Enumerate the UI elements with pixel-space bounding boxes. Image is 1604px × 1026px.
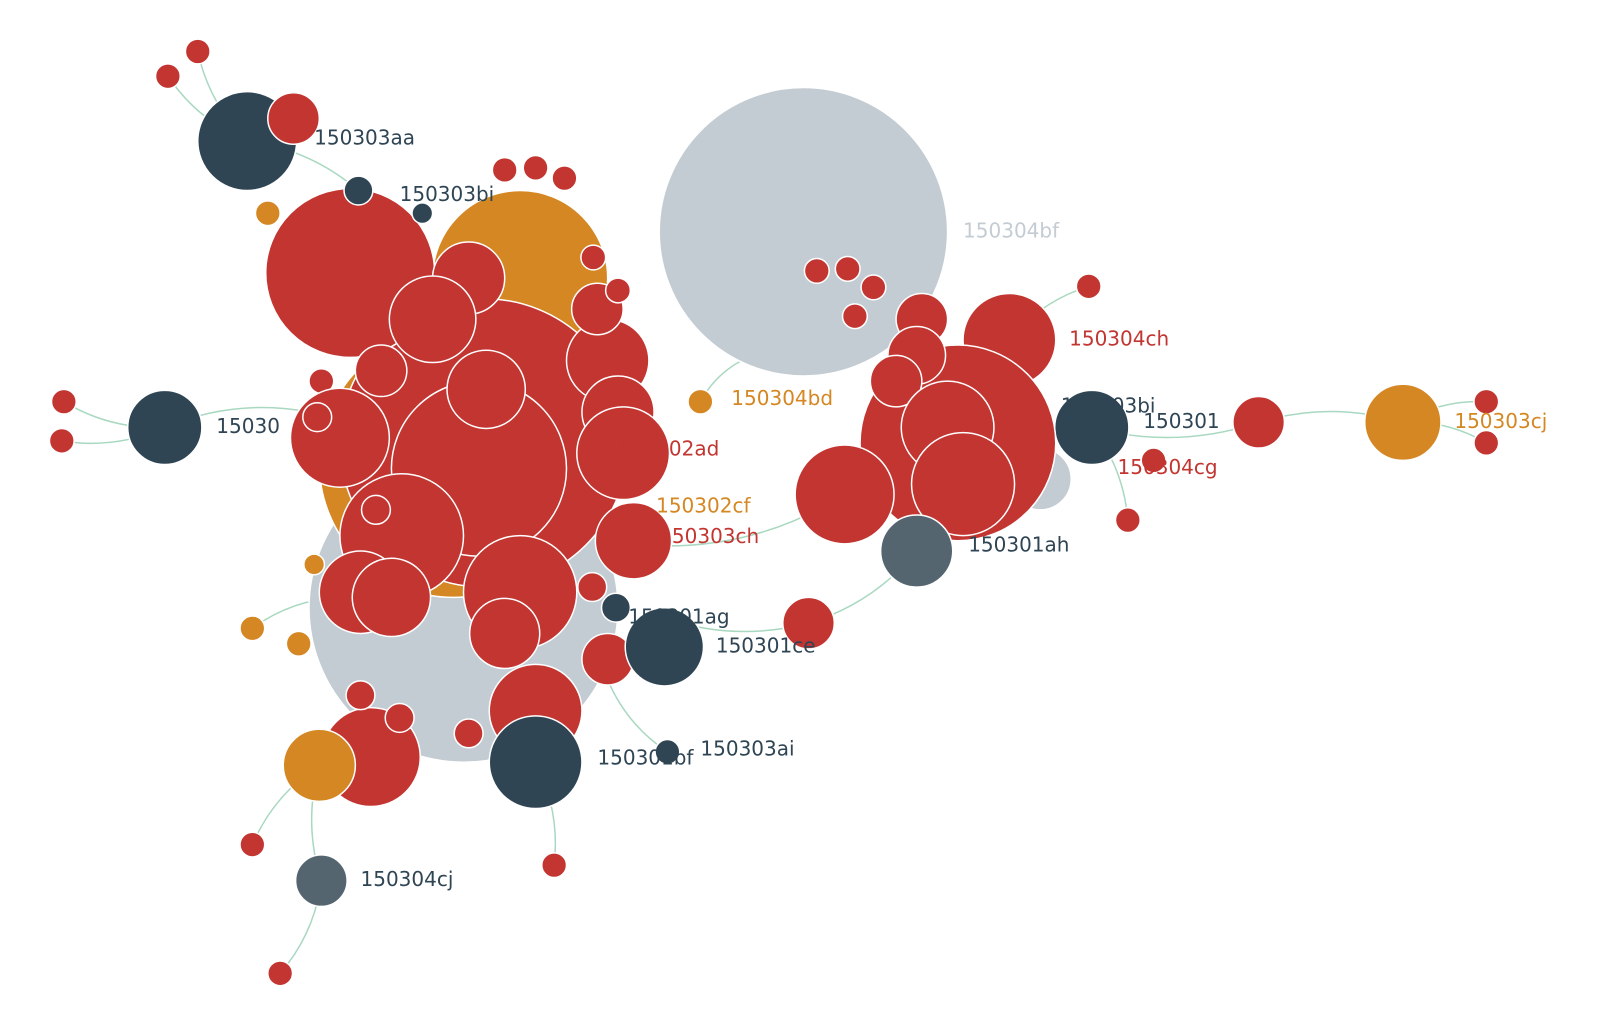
node — [488, 715, 583, 810]
node — [624, 606, 705, 687]
node — [1140, 447, 1167, 474]
node — [354, 344, 408, 398]
node-label: 150304cg — [1118, 455, 1218, 479]
node — [345, 680, 376, 711]
node — [551, 165, 578, 192]
node-label: 150304bf — [963, 218, 1060, 242]
node — [803, 257, 830, 285]
node-label: 150303cj — [1454, 409, 1547, 433]
node — [267, 91, 321, 145]
node — [1473, 429, 1500, 457]
node — [289, 387, 391, 488]
node — [879, 514, 954, 588]
node — [687, 388, 714, 415]
edge — [607, 679, 668, 753]
node — [384, 702, 415, 734]
node — [658, 86, 949, 377]
node — [468, 597, 541, 670]
node — [1232, 395, 1286, 449]
node — [1364, 383, 1442, 462]
node — [576, 406, 671, 501]
node — [343, 175, 374, 206]
node-label: 150303ch — [659, 524, 759, 548]
node — [654, 738, 681, 766]
node-label: 150303bi — [1061, 393, 1156, 417]
node — [239, 831, 266, 858]
node — [604, 277, 632, 304]
node — [351, 557, 432, 638]
node — [285, 630, 312, 657]
node — [446, 349, 527, 430]
node — [491, 156, 518, 184]
node — [600, 592, 632, 623]
node — [782, 596, 836, 650]
node — [48, 427, 75, 454]
node — [910, 431, 1016, 537]
node-label: 150301ag — [628, 605, 729, 629]
node-label: 150303ai — [700, 736, 794, 760]
node — [541, 852, 568, 879]
node — [184, 38, 211, 65]
node-label: 150302cf — [656, 493, 751, 517]
node — [411, 202, 434, 225]
node-label: 15030 — [216, 414, 280, 438]
nodes — [48, 38, 1500, 987]
node — [1114, 507, 1141, 534]
node — [869, 354, 923, 408]
node-label: 150303aa — [314, 126, 415, 150]
node-label: 150304ch — [1069, 326, 1169, 350]
node — [1075, 273, 1102, 300]
node — [254, 200, 281, 227]
labels: 150303aa 150303bi 150304bf 150304ch 150304bd… — [216, 126, 1547, 892]
node — [126, 389, 203, 466]
node-label: 150302ad — [618, 437, 719, 461]
node — [580, 244, 607, 271]
node — [1473, 388, 1500, 415]
node-label: 150303bi — [400, 182, 495, 206]
node — [388, 275, 477, 364]
node-label: 150301 — [1143, 409, 1219, 433]
node — [303, 553, 326, 576]
node-label: 150301ce — [716, 633, 816, 657]
node — [294, 854, 348, 908]
node — [267, 960, 294, 987]
node — [594, 501, 673, 580]
node — [860, 274, 887, 301]
node — [360, 494, 392, 526]
node — [302, 401, 333, 433]
node — [522, 154, 549, 181]
node — [453, 718, 484, 749]
node — [50, 388, 77, 415]
node — [841, 303, 869, 330]
node-label: 150304bd — [731, 386, 833, 410]
node — [239, 615, 266, 642]
node-label: 150304cj — [361, 867, 454, 891]
node — [577, 571, 608, 603]
node — [154, 63, 181, 90]
node — [282, 728, 357, 803]
node-label: 150301bf — [597, 746, 694, 770]
node — [794, 444, 895, 545]
node — [834, 255, 861, 282]
node-label: 150301ah — [968, 532, 1069, 556]
